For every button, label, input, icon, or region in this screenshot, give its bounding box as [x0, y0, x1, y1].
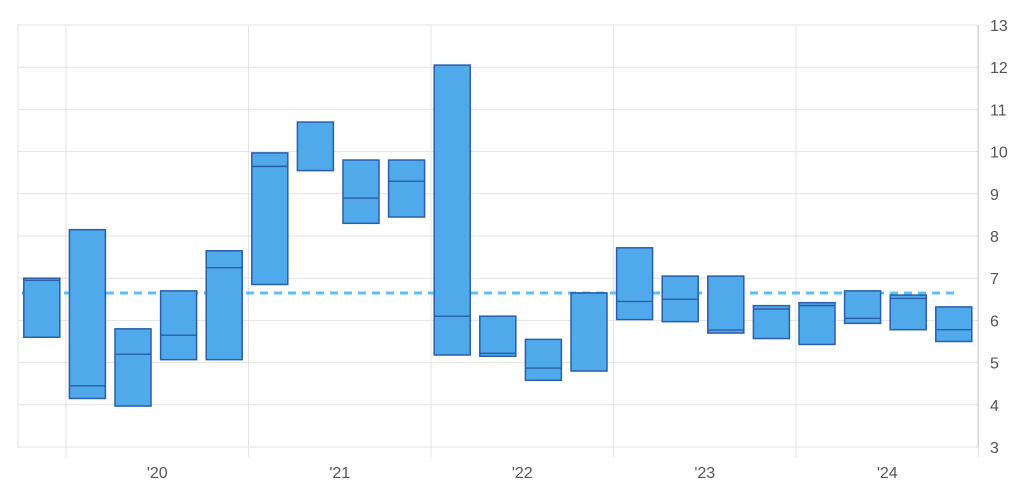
range-bar [615, 247, 654, 321]
range-bar [114, 328, 152, 407]
range-bar [479, 315, 517, 358]
x-tick-label: '20 [147, 465, 168, 482]
bars-layer [23, 64, 973, 407]
x-tick-label: '22 [512, 465, 533, 482]
x-tick-label: '23 [694, 465, 715, 482]
range-bar [707, 275, 745, 334]
range-bar [251, 152, 289, 286]
y-tick-label: 8 [990, 229, 999, 246]
tick-labels-layer: 3 4 5 6 7 8 9 10 11 12 13 '20 '21 '22 '23 '24 [147, 18, 1008, 482]
y-tick-label: 7 [990, 271, 999, 288]
x-tick-label: '21 [329, 465, 350, 482]
y-tick-label: 9 [990, 187, 999, 204]
range-bar [23, 277, 61, 339]
y-tick-label: 13 [990, 18, 1008, 35]
range-bar [296, 121, 335, 172]
range-bar [387, 159, 426, 218]
y-tick-label: 6 [990, 313, 999, 330]
grid-layer [17, 24, 979, 457]
range-bar [159, 290, 198, 361]
x-tick-label: '24 [877, 465, 898, 482]
range-bar [205, 250, 243, 361]
y-tick-label: 11 [990, 102, 1007, 119]
range-bar [524, 338, 563, 382]
range-bar [342, 159, 380, 225]
y-tick-label: 12 [990, 60, 1008, 77]
y-tick-label: 4 [990, 398, 999, 415]
range-bar [433, 64, 471, 356]
y-tick-label: 5 [990, 356, 999, 373]
y-tick-label: 3 [990, 440, 999, 457]
range-bar [752, 304, 791, 340]
y-tick-label: 10 [990, 145, 1008, 162]
range-bar [570, 292, 608, 372]
range-bar [889, 294, 927, 331]
range-bar [935, 306, 973, 343]
range-bar [68, 228, 107, 400]
range-bar [798, 301, 836, 346]
